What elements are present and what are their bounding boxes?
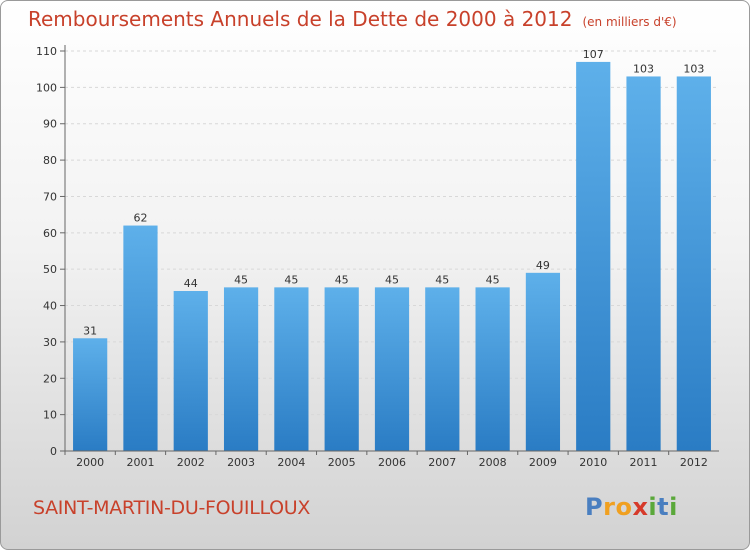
x-tick-label: 2007 bbox=[428, 456, 456, 469]
x-tick-label: 2003 bbox=[227, 456, 255, 469]
bar-2003 bbox=[223, 287, 259, 451]
x-tick-label: 2005 bbox=[328, 456, 356, 469]
proxiti-logo: Proxiti bbox=[585, 493, 678, 521]
y-tick-label: 90 bbox=[43, 118, 57, 131]
y-tick-label: 60 bbox=[43, 227, 57, 240]
y-tick-label: 0 bbox=[50, 445, 57, 458]
bar-2011 bbox=[626, 76, 661, 452]
x-tick-label: 2004 bbox=[277, 456, 305, 469]
x-tick-label: 2009 bbox=[529, 456, 557, 469]
bar-2004 bbox=[274, 287, 309, 451]
bar-value-label: 31 bbox=[83, 324, 97, 337]
logo-letter: i bbox=[648, 493, 658, 521]
y-tick-label: 70 bbox=[43, 190, 57, 203]
y-tick-label: 100 bbox=[36, 81, 57, 94]
bar-value-label: 62 bbox=[133, 212, 147, 225]
y-tick-label: 30 bbox=[43, 336, 57, 349]
bar-value-label: 107 bbox=[583, 48, 604, 61]
x-tick-label: 2001 bbox=[126, 456, 154, 469]
y-tick-label: 80 bbox=[43, 154, 57, 167]
x-tick-label: 2000 bbox=[76, 456, 104, 469]
title-text: Remboursements Annuels de la Dette de 20… bbox=[28, 7, 573, 31]
y-tick-label: 110 bbox=[36, 45, 57, 58]
x-tick-label: 2011 bbox=[630, 456, 658, 469]
bar-value-label: 49 bbox=[536, 259, 550, 272]
bar-2005 bbox=[324, 287, 359, 451]
bar-2007 bbox=[425, 287, 460, 451]
bar-2008 bbox=[475, 287, 510, 451]
x-tick-label: 2012 bbox=[680, 456, 708, 469]
x-axis: 2000 2001 2002 2003 2004 2005 2006 2007 2008 2009… bbox=[64, 450, 719, 469]
bar-2001 bbox=[123, 225, 158, 451]
x-tick-label: 2006 bbox=[378, 456, 406, 469]
bar-value-label: 45 bbox=[234, 273, 248, 286]
bar-value-label: 45 bbox=[284, 273, 298, 286]
bar-value-label: 45 bbox=[435, 273, 449, 286]
bar-2009 bbox=[525, 272, 561, 451]
y-tick-label: 50 bbox=[43, 263, 57, 276]
x-tick-label: 2010 bbox=[579, 456, 607, 469]
bar-value-label: 103 bbox=[633, 62, 654, 75]
bar-value-label: 45 bbox=[335, 273, 349, 286]
logo-letter: i bbox=[669, 493, 678, 521]
y-axis: 0 10 20 30 40 50 60 70 80 90 100 110 bbox=[36, 45, 66, 458]
x-tick-label: 2002 bbox=[177, 456, 205, 469]
logo-letter: x bbox=[632, 493, 649, 521]
bar-2012 bbox=[676, 76, 711, 452]
bar-value-label: 103 bbox=[683, 62, 704, 75]
y-tick-label: 40 bbox=[43, 300, 57, 313]
x-tick-label: 2008 bbox=[479, 456, 507, 469]
y-tick-label: 20 bbox=[43, 372, 57, 385]
bar-2000 bbox=[73, 338, 108, 451]
logo-letter: r bbox=[603, 493, 616, 521]
title-unit: (en milliers d'€) bbox=[582, 15, 677, 29]
bar-2010 bbox=[576, 61, 611, 452]
bar-value-label: 44 bbox=[184, 277, 198, 290]
y-tick-label: 10 bbox=[43, 409, 57, 422]
bar-value-label: 45 bbox=[385, 273, 399, 286]
bar-2006 bbox=[374, 287, 410, 451]
bar-2002 bbox=[173, 291, 208, 451]
logo-letter: o bbox=[615, 493, 633, 521]
chart-title: Remboursements Annuels de la Dette de 20… bbox=[28, 7, 677, 31]
bar-value-label: 45 bbox=[486, 273, 500, 286]
logo-letter: P bbox=[585, 493, 604, 521]
logo-letter: t bbox=[657, 493, 670, 521]
city-name: SAINT-MARTIN-DU-FOUILLOUX bbox=[33, 497, 311, 519]
bars-group: 31 62 44 45 45 45 45 45 45 49 107 103 103 bbox=[73, 48, 711, 452]
